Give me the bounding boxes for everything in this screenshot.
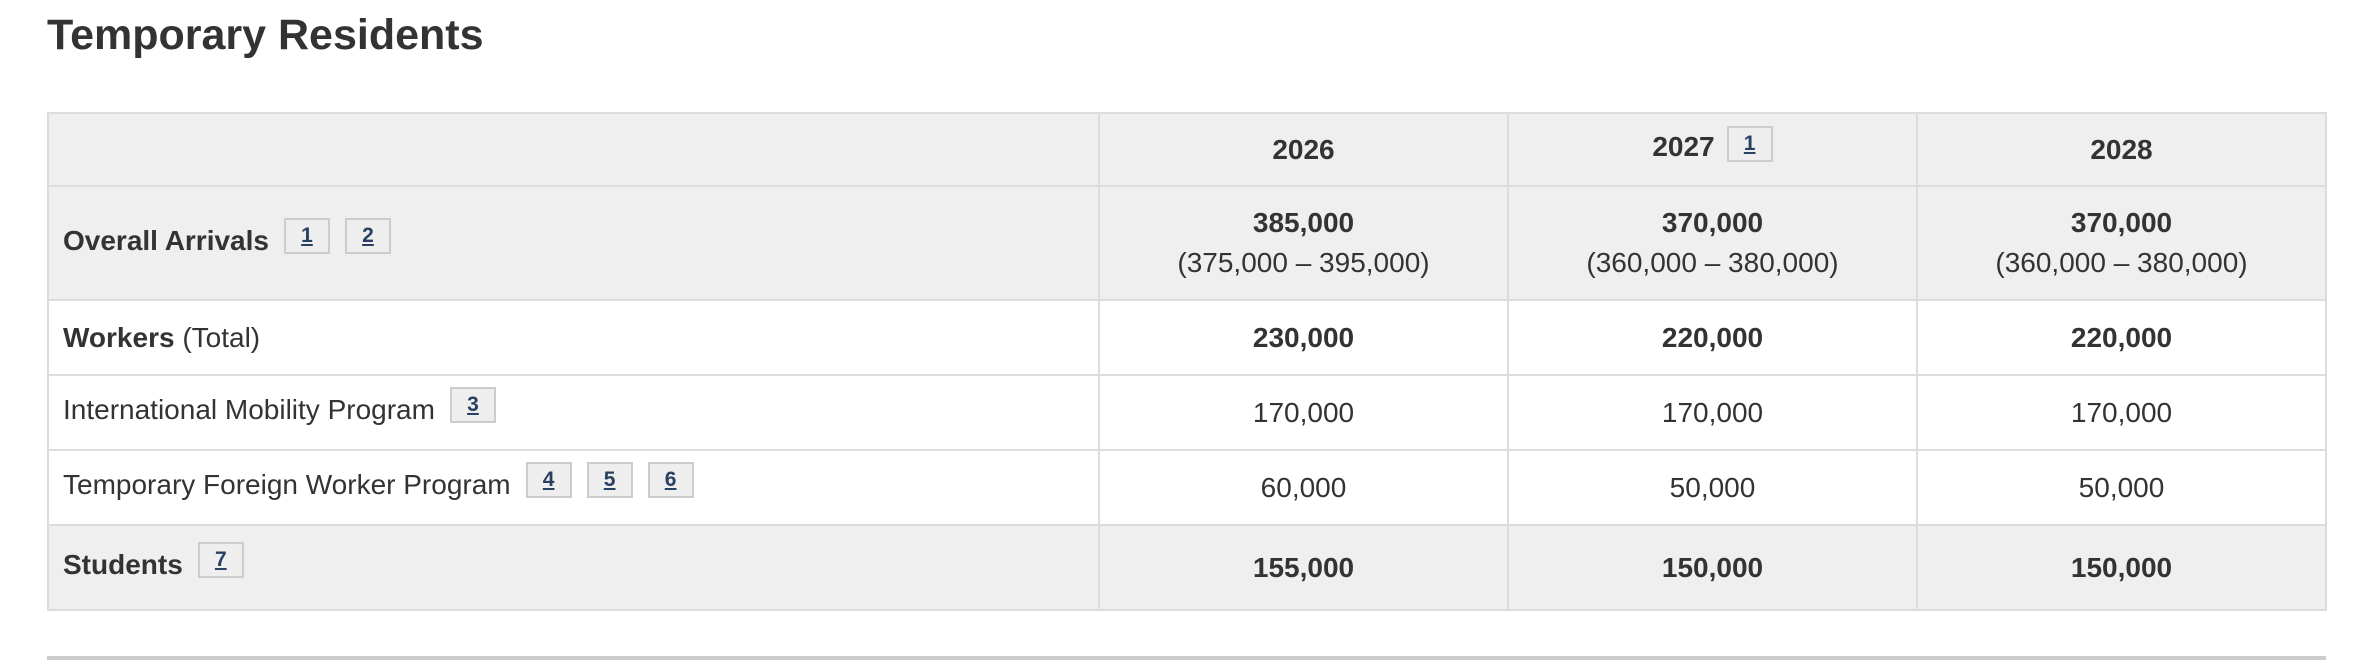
- header-cell-empty: [47, 112, 1100, 188]
- row-label-workers-total: Workers (Total): [47, 299, 1100, 377]
- value-main: 220,000: [1661, 321, 1764, 353]
- value-cell-students-2026: 155,000: [1098, 524, 1509, 612]
- value-range: (360,000 – 380,000): [1586, 247, 1839, 279]
- value-main: 230,000: [1252, 321, 1355, 353]
- value-main: 220,000: [2070, 321, 2173, 353]
- year-label-2027: 2027: [1652, 131, 1715, 163]
- header-cell-2026: 2026: [1098, 112, 1509, 188]
- header-cell-2028: 2028: [1916, 112, 2327, 188]
- temporary-residents-table: 2026 2027 1 2028 Overall Arrivals 1 2 385,0…: [47, 112, 2327, 612]
- value-cell-workers-2026: 230,000: [1098, 299, 1509, 377]
- value-range: (375,000 – 395,000): [1177, 247, 1430, 279]
- value-main: 150,000: [1661, 551, 1764, 583]
- footnote-link-1[interactable]: 1: [283, 217, 330, 254]
- value-cell-overall-2026: 385,000 (375,000 – 395,000): [1098, 185, 1509, 302]
- value-cell-tfwp-2028: 50,000: [1916, 449, 2327, 527]
- value-cell-students-2027: 150,000: [1507, 524, 1918, 612]
- row-label-text: International Mobility Program: [63, 394, 435, 426]
- page-title: Temporary Residents: [47, 11, 484, 59]
- value-main: 170,000: [1252, 396, 1355, 428]
- value-main: 170,000: [2070, 396, 2173, 428]
- row-label-text: Workers: [63, 321, 175, 353]
- value-cell-imp-2028: 170,000: [1916, 374, 2327, 452]
- row-label-text: Temporary Foreign Worker Program: [63, 469, 511, 501]
- value-main: 50,000: [1669, 471, 1756, 503]
- row-label-students: Students 7: [47, 524, 1100, 612]
- value-range: (360,000 – 380,000): [1995, 247, 2248, 279]
- footnote-link-3[interactable]: 3: [449, 387, 496, 424]
- table-row-students: Students 7 155,000 150,000 150,000: [47, 524, 2327, 612]
- value-main: 385,000: [1252, 206, 1355, 238]
- value-main: 370,000: [2070, 206, 2173, 238]
- table-row-temporary-foreign-worker-program: Temporary Foreign Worker Program 4 5 6 60,0…: [47, 449, 2327, 527]
- value-main: 155,000: [1252, 551, 1355, 583]
- value-cell-overall-2027: 370,000 (360,000 – 380,000): [1507, 185, 1918, 302]
- footnote-link-2[interactable]: 2: [344, 217, 391, 254]
- table-row-international-mobility-program: International Mobility Program 3 170,000 …: [47, 374, 2327, 452]
- value-cell-imp-2026: 170,000: [1098, 374, 1509, 452]
- row-label-overall-arrivals: Overall Arrivals 1 2: [47, 185, 1100, 302]
- header-cell-2027: 2027 1: [1507, 112, 1918, 188]
- year-label-2026: 2026: [1272, 133, 1335, 165]
- value-cell-students-2028: 150,000: [1916, 524, 2327, 612]
- footnote-link-1[interactable]: 1: [1726, 126, 1773, 163]
- value-cell-workers-2027: 220,000: [1507, 299, 1918, 377]
- row-label-international-mobility-program: International Mobility Program 3: [47, 374, 1100, 452]
- row-label-text: Students: [63, 549, 183, 581]
- value-main: 170,000: [1661, 396, 1764, 428]
- year-label-2028: 2028: [2090, 133, 2153, 165]
- value-cell-imp-2027: 170,000: [1507, 374, 1918, 452]
- value-cell-overall-2028: 370,000 (360,000 – 380,000): [1916, 185, 2327, 302]
- row-label-text: Overall Arrivals: [63, 224, 269, 256]
- row-label-suffix: (Total): [174, 321, 261, 353]
- row-label-temporary-foreign-worker-program: Temporary Foreign Worker Program 4 5 6: [47, 449, 1100, 527]
- footnote-link-4[interactable]: 4: [525, 462, 572, 499]
- footnote-link-7[interactable]: 7: [197, 542, 244, 579]
- section-divider: [47, 656, 2326, 661]
- value-cell-tfwp-2027: 50,000: [1507, 449, 1918, 527]
- value-cell-workers-2028: 220,000: [1916, 299, 2327, 377]
- footnote-link-6[interactable]: 6: [647, 462, 694, 499]
- value-main: 60,000: [1260, 471, 1347, 503]
- table-header-row: 2026 2027 1 2028: [47, 112, 2327, 188]
- value-cell-tfwp-2026: 60,000: [1098, 449, 1509, 527]
- value-main: 370,000: [1661, 206, 1764, 238]
- value-main: 50,000: [2078, 471, 2165, 503]
- table-row-workers-total: Workers (Total) 230,000 220,000 220,000: [47, 299, 2327, 377]
- value-main: 150,000: [2070, 551, 2173, 583]
- footnote-link-5[interactable]: 5: [586, 462, 633, 499]
- table-row-overall-arrivals: Overall Arrivals 1 2 385,000 (375,000 – 39…: [47, 185, 2327, 302]
